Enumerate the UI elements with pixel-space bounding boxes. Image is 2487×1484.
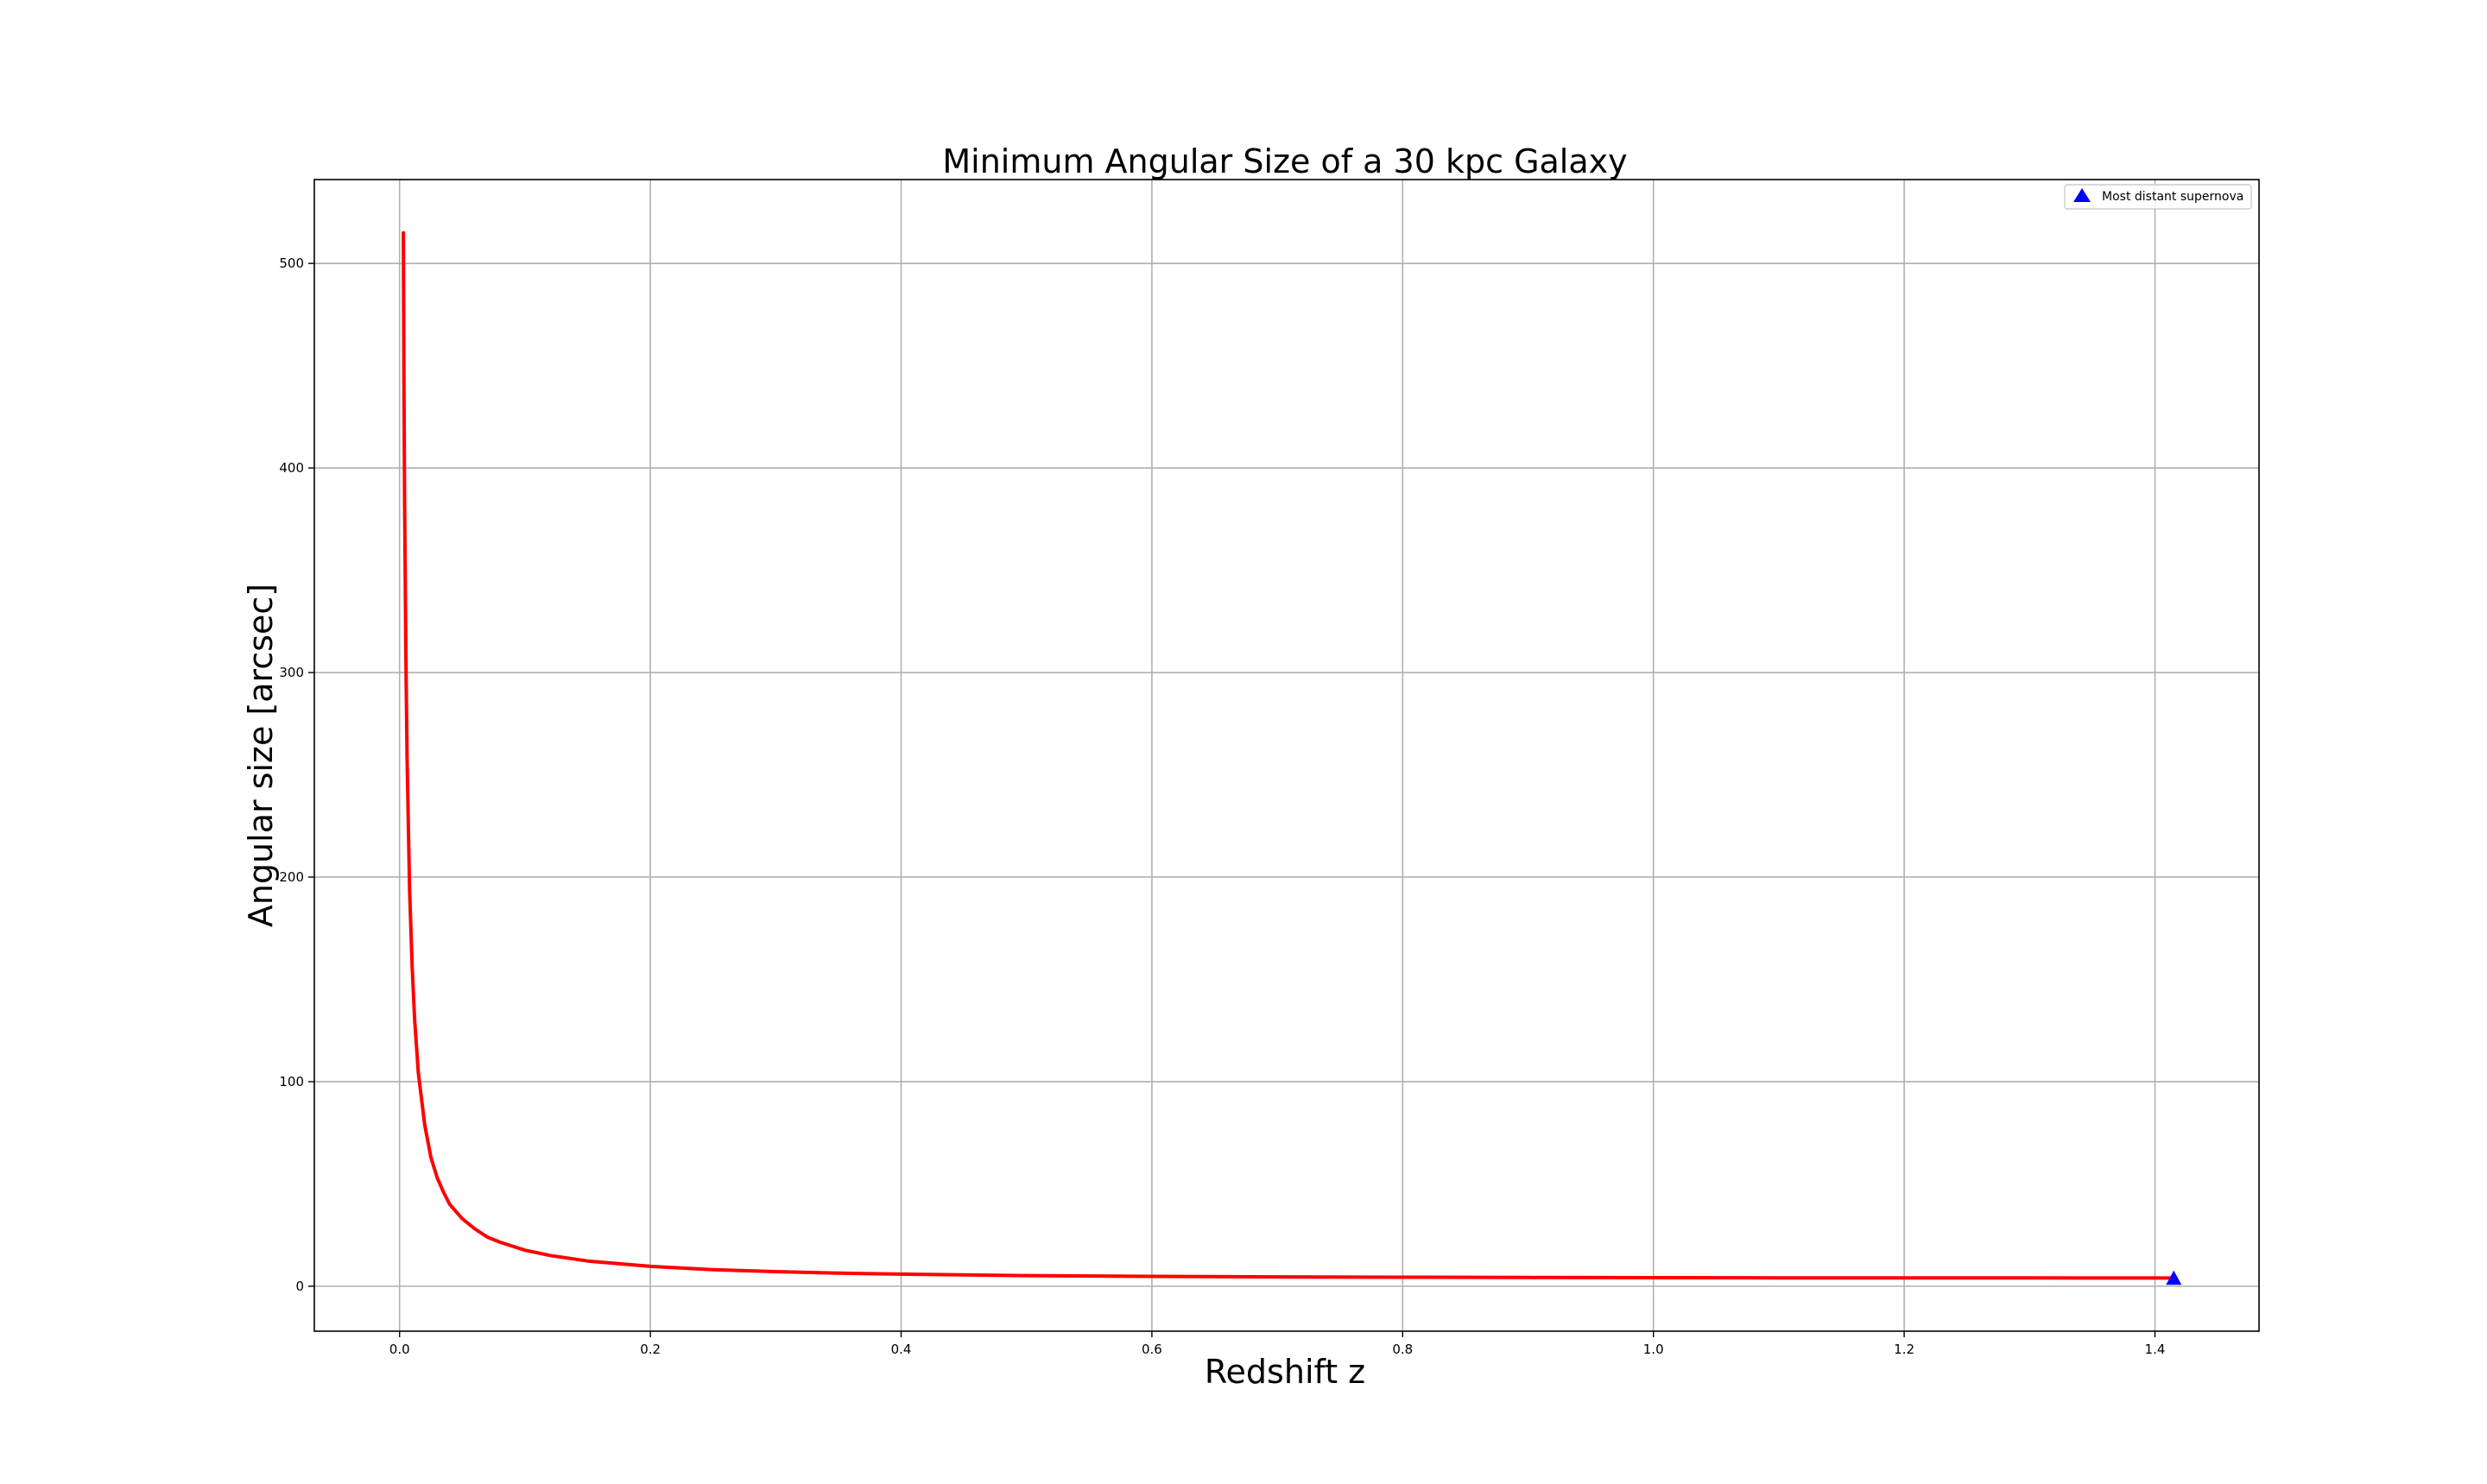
- y-axis-ticks: 0 100 200 300 400 500: [279, 256, 314, 1294]
- x-tick-label: 1.2: [1894, 1342, 1914, 1357]
- x-tick-label: 0.2: [640, 1342, 661, 1357]
- y-axis-label: Angular size [arcsec]: [242, 584, 280, 927]
- chart-title: Minimum Angular Size of a 30 kpc Galaxy: [942, 142, 1627, 180]
- x-tick-label: 1.0: [1643, 1342, 1664, 1357]
- grid: [314, 180, 2259, 1331]
- angular-size-curve: [402, 230, 2176, 1280]
- y-tick-label: 0: [295, 1279, 304, 1294]
- legend-label: Most distant supernova: [2102, 190, 2243, 204]
- y-tick-label: 300: [279, 665, 304, 680]
- legend: Most distant supernova: [2064, 184, 2252, 210]
- plot-area: [314, 180, 2259, 1331]
- x-tick-label: 0.0: [389, 1342, 410, 1357]
- x-tick-label: 0.6: [1142, 1342, 1162, 1357]
- y-tick-label: 500: [279, 256, 304, 271]
- x-tick-label: 1.4: [2145, 1342, 2166, 1357]
- supernova-marker: [2166, 1270, 2182, 1285]
- y-tick-label: 100: [279, 1074, 304, 1089]
- y-tick-label: 200: [279, 869, 304, 885]
- legend-box: [2064, 184, 2252, 210]
- x-axis-ticks: 0.0 0.2 0.4 0.6 0.8 1.0 1.2 1.4: [389, 1331, 2166, 1357]
- legend-triangle-icon: [2073, 188, 2091, 202]
- series: [402, 230, 2182, 1285]
- x-axis-label: Redshift z: [1205, 1353, 1365, 1391]
- y-tick-label: 400: [279, 460, 304, 476]
- x-tick-label: 0.4: [891, 1342, 912, 1357]
- x-tick-label: 0.8: [1392, 1342, 1413, 1357]
- plot-frame: [313, 179, 2260, 1332]
